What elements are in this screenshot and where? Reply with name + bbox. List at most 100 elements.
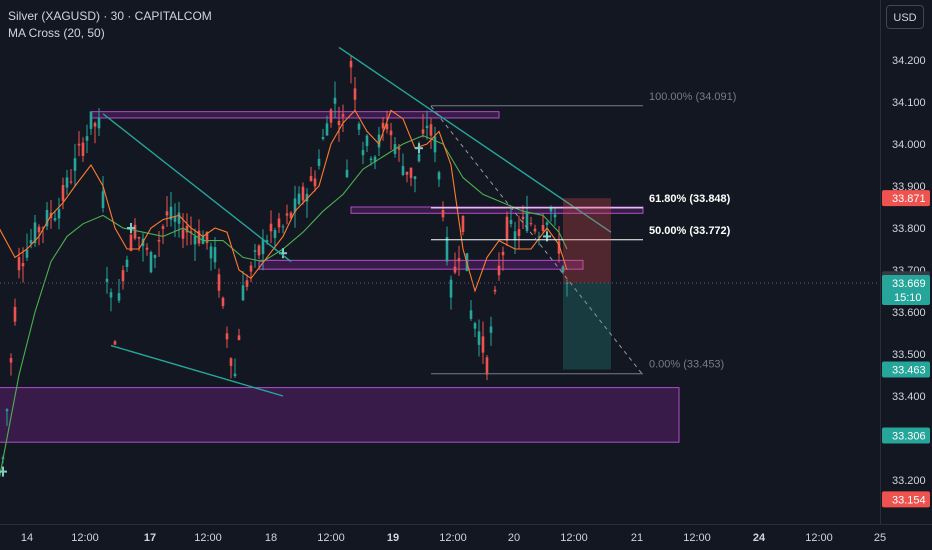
candle-body (349, 60, 353, 68)
candle-body (457, 258, 461, 262)
candle-body (249, 265, 253, 272)
candle-body (77, 143, 81, 146)
candle-body (321, 137, 325, 140)
time-tick-label: 21 (631, 532, 643, 544)
price-badge-bg (882, 491, 930, 508)
candle-body (245, 280, 249, 287)
candle-body (69, 181, 73, 183)
candle-body (73, 158, 77, 171)
candle-body (137, 236, 141, 239)
price-badge-label: 33.463 (892, 365, 926, 377)
time-tick-label: 12:00 (560, 532, 588, 544)
price-badge: 33.463 (882, 361, 930, 378)
candle-body (461, 215, 465, 233)
candle-body (517, 229, 521, 236)
candle-body (21, 263, 25, 267)
candle-body (113, 341, 117, 345)
candle-body (161, 226, 165, 229)
candle-body (209, 246, 213, 259)
candle-body (289, 212, 293, 219)
price-badge: 33.154 (882, 491, 930, 508)
position-target-area (563, 283, 611, 370)
candle-body (85, 136, 89, 141)
price-badge: 33.871 (882, 190, 930, 207)
supply-demand-zone (258, 259, 584, 270)
candle-body (93, 122, 97, 127)
candle-body (17, 257, 21, 271)
candle-body (233, 373, 237, 377)
candle-body (165, 211, 169, 216)
chart-legend[interactable]: Silver (XAGUSD) · 30 · CAPITALCOM MA Cro… (8, 8, 212, 42)
candle-body (421, 129, 425, 134)
price-badge-label: 33.871 (892, 193, 926, 205)
candle-body (253, 250, 257, 252)
trend-line (338, 46, 612, 233)
candle-body (329, 109, 333, 123)
candle-body (117, 293, 121, 301)
candle-body (53, 218, 57, 221)
price-scale-divider (880, 0, 881, 524)
candle-body (529, 223, 533, 225)
candle-body (285, 213, 289, 216)
candle-body (197, 230, 201, 244)
price-tick-label: 33.800 (892, 223, 926, 235)
price-badge-label: 33.154 (892, 494, 926, 506)
candle-body (317, 158, 321, 166)
candle-body (313, 178, 317, 187)
candle-body (389, 130, 393, 136)
candle-body (121, 270, 125, 282)
drawings-layer: 100.00% (34.091) 61.80% (33.848) 50.00% (3… (0, 46, 880, 397)
time-tick-label: 25 (874, 532, 886, 544)
candle-body (177, 212, 181, 224)
time-tick-label: 24 (753, 532, 766, 544)
time-tick-label: 17 (144, 532, 156, 544)
candle-body (153, 254, 157, 258)
candle-body (297, 193, 301, 205)
symbol-title[interactable]: Silver (XAGUSD) · 30 · CAPITALCOM (8, 9, 212, 23)
candle-body (105, 278, 109, 282)
candle-body (409, 167, 413, 178)
candle-body (561, 266, 565, 273)
candle-body (489, 326, 493, 333)
indicator-title[interactable]: MA Cross (20, 50) (8, 26, 105, 40)
ma-cross-marker (0, 466, 7, 477)
candle-body (145, 247, 149, 250)
price-tick-label: 33.600 (892, 307, 926, 319)
candle-body (97, 117, 101, 129)
candle-body (485, 357, 489, 375)
price-tick-label: 33.400 (892, 391, 926, 403)
candle-body (61, 185, 65, 201)
candle-body (5, 409, 9, 412)
candle-body (541, 225, 545, 231)
candle-body (533, 228, 537, 232)
candle-body (325, 123, 329, 136)
candle-body (25, 249, 29, 258)
price-tick-label: 34.200 (892, 55, 926, 67)
time-tick-label: 12:00 (317, 532, 345, 544)
candle-body (501, 251, 505, 256)
supply-demand-zone (350, 206, 644, 214)
candle-body (305, 193, 309, 202)
candle-body (225, 333, 229, 340)
candle-body (301, 186, 305, 201)
candle-body (185, 225, 189, 233)
candle-body (537, 236, 541, 238)
candle-body (261, 239, 265, 255)
candle-body (413, 176, 417, 180)
time-tick-label: 19 (387, 532, 399, 544)
candle-body (417, 154, 421, 162)
candle-body (365, 135, 369, 147)
fib-level-label: 100.00% (34.091) (649, 91, 736, 103)
candle-body (201, 235, 205, 244)
time-tick-label: 18 (265, 532, 277, 544)
candle-body (345, 169, 349, 178)
time-tick-label: 12:00 (805, 532, 833, 544)
currency-button[interactable]: USD (886, 5, 924, 29)
candle-body (405, 171, 409, 175)
price-badge: 33.306 (882, 427, 930, 444)
time-tick-label: 14 (21, 532, 33, 544)
time-tick-label: 12:00 (71, 532, 99, 544)
candle-body (193, 236, 197, 245)
candle-body (553, 214, 557, 218)
